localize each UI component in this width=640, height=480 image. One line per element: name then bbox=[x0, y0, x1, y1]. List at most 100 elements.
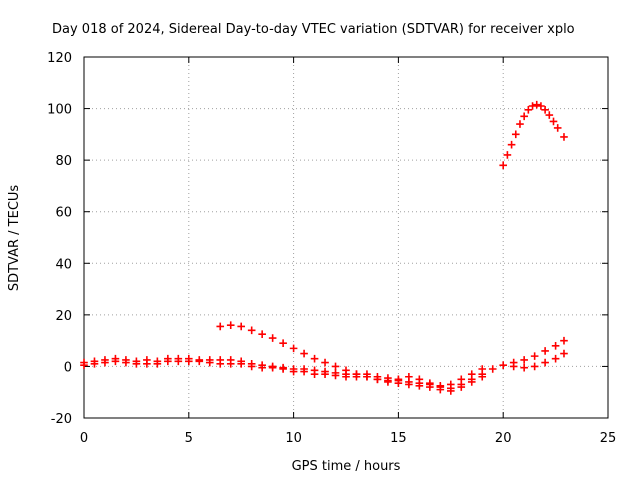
tick-layer: 0 5 10 15 20 25 -20 0 20 40 60 80 100 120 bbox=[47, 51, 616, 446]
data-point bbox=[530, 362, 539, 371]
data-point bbox=[185, 357, 193, 366]
data-point bbox=[122, 358, 130, 367]
data-point bbox=[258, 363, 266, 372]
data-point bbox=[352, 370, 361, 378]
data-point bbox=[300, 349, 308, 358]
data-point bbox=[247, 326, 256, 335]
data-point bbox=[342, 372, 350, 381]
data-point bbox=[545, 111, 554, 119]
data-point bbox=[507, 140, 516, 149]
data-point bbox=[132, 360, 141, 368]
data-point bbox=[205, 358, 214, 367]
y-tick-label: 20 bbox=[55, 309, 72, 324]
data-point bbox=[499, 361, 507, 369]
y-tick-label: 60 bbox=[55, 206, 72, 221]
data-point bbox=[551, 342, 560, 350]
data-point bbox=[384, 376, 392, 385]
data-point bbox=[528, 102, 537, 110]
data-point bbox=[511, 130, 520, 139]
data-point bbox=[279, 339, 287, 348]
data-point bbox=[342, 366, 350, 375]
data-point bbox=[310, 370, 319, 378]
data-point bbox=[226, 360, 235, 368]
data-point bbox=[551, 354, 560, 363]
y-tick-label: 100 bbox=[47, 103, 72, 118]
series-track-secondary bbox=[216, 321, 487, 390]
x-tick-label: 10 bbox=[285, 431, 302, 446]
data-point bbox=[111, 357, 120, 366]
y-tick-label: 80 bbox=[55, 154, 72, 169]
data-point bbox=[541, 347, 549, 355]
data-point bbox=[560, 336, 568, 345]
x-tick-label: 5 bbox=[185, 431, 193, 446]
data-point bbox=[415, 375, 424, 384]
data-point bbox=[164, 357, 172, 366]
x-tick-label: 20 bbox=[495, 431, 512, 446]
grid-layer bbox=[84, 57, 608, 418]
data-point bbox=[247, 362, 256, 371]
y-tick-label: -20 bbox=[51, 412, 72, 427]
data-point bbox=[457, 375, 466, 384]
data-point bbox=[300, 367, 308, 376]
data-point bbox=[268, 334, 277, 342]
data-point bbox=[516, 120, 524, 128]
data-point bbox=[499, 161, 507, 170]
data-point bbox=[457, 383, 466, 391]
series-track-late bbox=[509, 349, 568, 372]
data-point bbox=[321, 358, 329, 367]
data-point bbox=[279, 365, 287, 373]
data-point bbox=[143, 360, 151, 368]
data-point bbox=[530, 352, 539, 360]
data-points bbox=[80, 100, 568, 395]
data-point bbox=[537, 102, 545, 110]
data-point bbox=[373, 375, 382, 384]
data-point bbox=[447, 387, 455, 395]
data-point bbox=[541, 358, 549, 367]
data-point bbox=[467, 370, 476, 378]
data-point bbox=[289, 367, 298, 376]
data-point bbox=[268, 363, 277, 372]
data-point bbox=[258, 330, 266, 338]
y-axis-label: SDTVAR / TECUs bbox=[7, 185, 22, 292]
data-point bbox=[520, 356, 528, 364]
data-point bbox=[553, 124, 562, 132]
x-tick-label: 0 bbox=[80, 431, 88, 446]
data-point bbox=[503, 151, 512, 159]
data-point bbox=[426, 379, 434, 387]
data-point bbox=[237, 322, 245, 331]
data-point bbox=[394, 375, 403, 384]
data-point bbox=[524, 106, 533, 114]
y-tick-label: 40 bbox=[55, 257, 72, 272]
data-point bbox=[405, 380, 413, 389]
data-point bbox=[532, 100, 541, 109]
data-point bbox=[415, 381, 424, 390]
data-point bbox=[153, 360, 162, 368]
data-point bbox=[216, 322, 225, 331]
data-point bbox=[405, 372, 413, 381]
data-point bbox=[467, 378, 476, 386]
data-point bbox=[478, 372, 487, 381]
series-track-main-b bbox=[80, 357, 487, 395]
data-point bbox=[520, 112, 528, 121]
x-tick-label: 25 bbox=[600, 431, 617, 446]
chart-title: Day 018 of 2024, Sidereal Day-to-day VTE… bbox=[52, 22, 575, 37]
data-point bbox=[226, 321, 235, 329]
data-point bbox=[195, 357, 204, 366]
data-point bbox=[331, 371, 340, 380]
data-point bbox=[321, 370, 329, 378]
data-point bbox=[289, 344, 298, 353]
data-point bbox=[478, 365, 487, 373]
data-point bbox=[101, 358, 109, 367]
data-point bbox=[90, 360, 99, 368]
x-axis-label: GPS time / hours bbox=[292, 459, 401, 474]
y-tick-label: 0 bbox=[64, 360, 72, 375]
y-tick-label: 120 bbox=[47, 51, 72, 66]
data-point bbox=[509, 362, 518, 371]
data-point bbox=[310, 354, 319, 363]
series-track-high bbox=[499, 100, 568, 170]
data-point bbox=[541, 106, 549, 114]
data-point bbox=[520, 363, 528, 372]
data-point bbox=[560, 133, 568, 141]
data-point bbox=[237, 360, 245, 368]
